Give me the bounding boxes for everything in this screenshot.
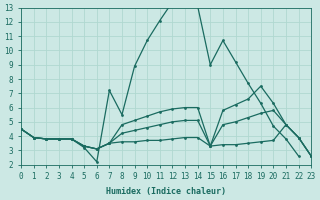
X-axis label: Humidex (Indice chaleur): Humidex (Indice chaleur) [106, 187, 226, 196]
